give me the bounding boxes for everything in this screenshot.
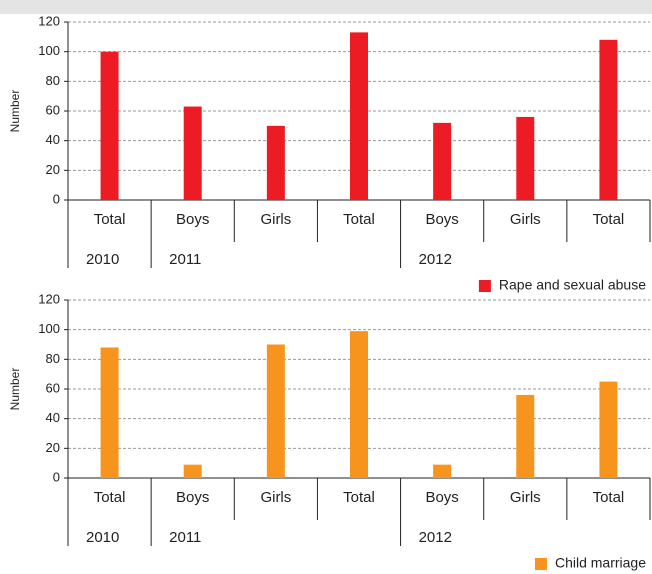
bar: [100, 51, 119, 200]
group-label: 2011: [169, 251, 201, 268]
y-axis-label: Number: [8, 90, 22, 133]
y-tick-label: 40: [46, 132, 60, 147]
x-tick-label: Total: [94, 489, 126, 506]
bar: [100, 347, 119, 478]
bar: [183, 464, 202, 478]
y-tick-label: 100: [38, 43, 60, 58]
bar: [599, 39, 618, 200]
bar: [516, 116, 535, 200]
legend-label: Child marriage: [555, 555, 646, 571]
header-band: [0, 0, 652, 14]
group-label: 2010: [86, 251, 119, 268]
x-tick-label: Total: [343, 211, 375, 228]
x-tick-label: Boys: [425, 489, 458, 506]
y-tick-label: 20: [46, 440, 60, 455]
group-label: 2011: [169, 529, 201, 546]
bar: [350, 32, 368, 201]
y-axis-label: Number: [8, 368, 22, 411]
x-tick-label: Total: [593, 489, 625, 506]
y-tick-label: 0: [53, 469, 60, 484]
bar: [433, 122, 452, 200]
x-tick-label: Total: [593, 211, 625, 228]
x-tick-label: Total: [94, 211, 126, 228]
y-tick-label: 80: [46, 351, 60, 366]
bar: [266, 125, 285, 200]
x-tick-label: Girls: [510, 211, 541, 228]
bar: [433, 464, 452, 478]
legend-label: Rape and sexual abuse: [499, 277, 646, 293]
x-tick-label: Boys: [176, 489, 209, 506]
bar: [350, 331, 368, 478]
y-tick-label: 80: [46, 73, 60, 88]
bar: [266, 344, 285, 478]
x-tick-label: Boys: [176, 211, 209, 228]
y-tick-label: 40: [46, 410, 60, 425]
group-label: 2012: [419, 529, 452, 546]
y-tick-label: 60: [46, 102, 60, 117]
legend-swatch: [478, 280, 491, 292]
group-label: 2012: [419, 251, 452, 268]
x-tick-label: Girls: [260, 489, 291, 506]
bar: [183, 106, 202, 200]
x-tick-label: Total: [343, 489, 375, 506]
y-tick-label: 0: [53, 191, 60, 206]
legend-swatch: [534, 558, 547, 570]
x-tick-label: Boys: [425, 211, 458, 228]
y-tick-label: 120: [38, 13, 60, 28]
y-tick-label: 60: [46, 380, 60, 395]
y-tick-label: 20: [46, 162, 60, 177]
group-label: 2010: [86, 529, 119, 546]
bar: [516, 394, 535, 478]
y-tick-label: 100: [38, 321, 60, 336]
bar: [599, 381, 618, 478]
x-tick-label: Girls: [260, 211, 291, 228]
x-tick-label: Girls: [510, 489, 541, 506]
y-tick-label: 120: [38, 291, 60, 306]
